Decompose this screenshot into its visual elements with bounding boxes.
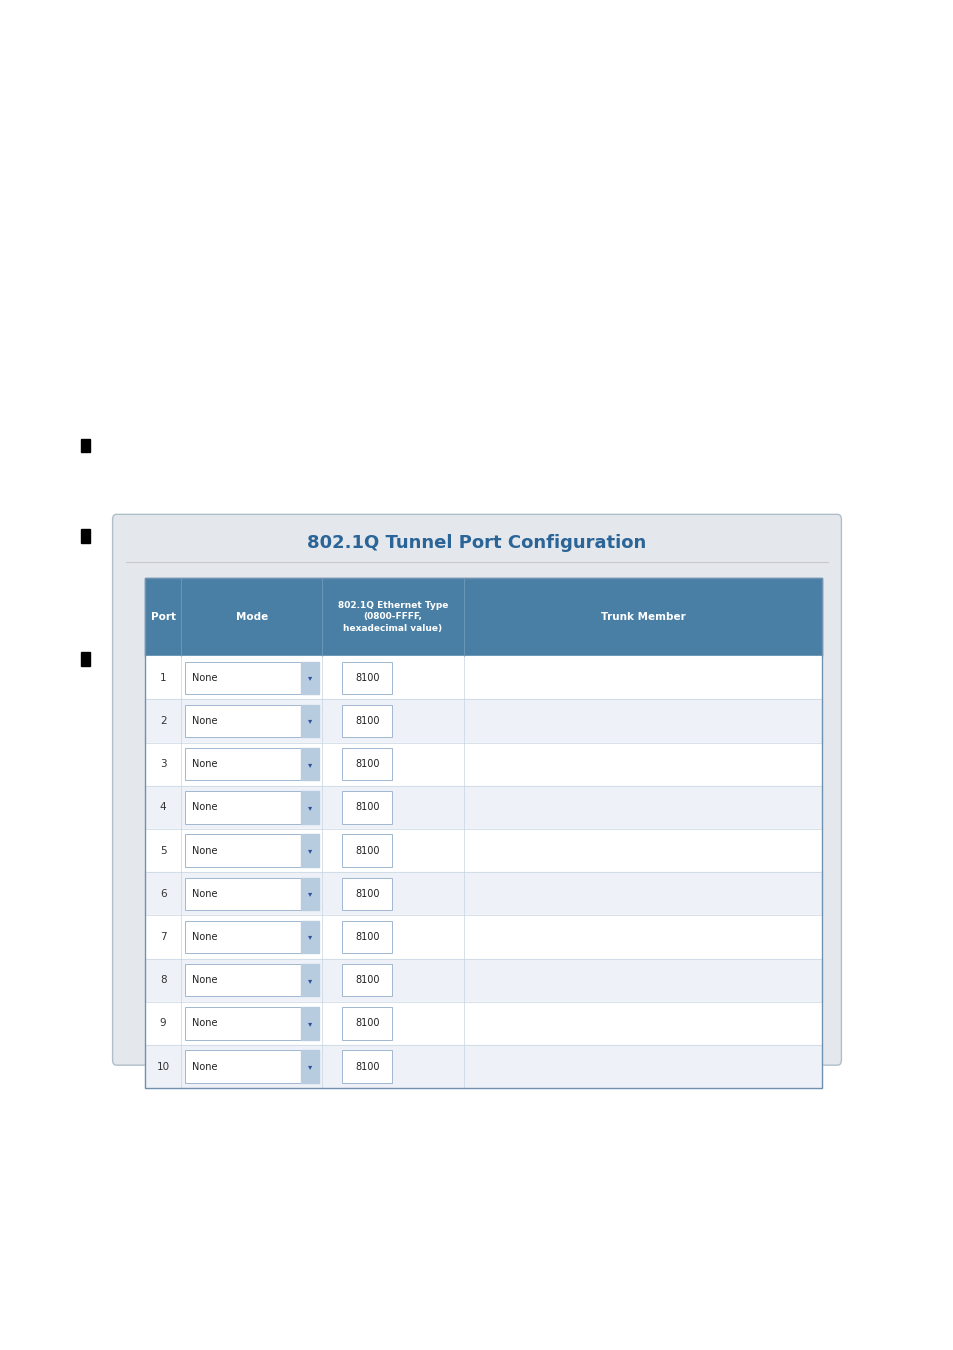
- Text: Port: Port: [151, 612, 175, 622]
- Bar: [145, 699, 821, 743]
- FancyBboxPatch shape: [185, 1050, 318, 1083]
- Text: 8100: 8100: [355, 1061, 379, 1072]
- Text: None: None: [192, 672, 217, 683]
- Text: 802.1Q Tunnel Port Configuration: 802.1Q Tunnel Port Configuration: [307, 533, 646, 552]
- FancyBboxPatch shape: [185, 748, 318, 780]
- Text: 1: 1: [160, 672, 166, 683]
- Bar: [81, 439, 90, 452]
- Text: ▾: ▾: [308, 803, 312, 811]
- FancyBboxPatch shape: [342, 878, 392, 910]
- Bar: [145, 915, 821, 958]
- FancyBboxPatch shape: [342, 1050, 392, 1083]
- Text: None: None: [192, 1018, 217, 1029]
- Text: Trunk Member: Trunk Member: [600, 612, 684, 622]
- Text: 8100: 8100: [355, 931, 379, 942]
- Text: 8100: 8100: [355, 975, 379, 985]
- Bar: [301, 705, 318, 737]
- FancyBboxPatch shape: [112, 514, 841, 1065]
- Text: 3: 3: [160, 759, 166, 769]
- Text: None: None: [192, 975, 217, 985]
- Bar: [145, 743, 821, 786]
- Text: None: None: [192, 716, 217, 726]
- FancyBboxPatch shape: [185, 964, 318, 996]
- Text: None: None: [192, 759, 217, 769]
- Text: ▾: ▾: [308, 976, 312, 984]
- FancyBboxPatch shape: [342, 748, 392, 780]
- Text: 8100: 8100: [355, 672, 379, 683]
- Text: 9: 9: [160, 1018, 166, 1029]
- Text: ▾: ▾: [308, 1019, 312, 1027]
- Bar: [301, 1050, 318, 1083]
- Bar: [145, 1002, 821, 1045]
- FancyBboxPatch shape: [342, 921, 392, 953]
- Text: ▾: ▾: [308, 674, 312, 682]
- Bar: [145, 786, 821, 829]
- Bar: [301, 964, 318, 996]
- Text: 802.1Q Ethernet Type
(0800-FFFF,
hexadecimal value): 802.1Q Ethernet Type (0800-FFFF, hexadec…: [337, 601, 448, 633]
- FancyBboxPatch shape: [185, 1007, 318, 1040]
- Bar: [301, 662, 318, 694]
- Text: 8100: 8100: [355, 716, 379, 726]
- Text: None: None: [192, 1061, 217, 1072]
- Bar: [301, 748, 318, 780]
- Bar: [145, 578, 821, 656]
- FancyBboxPatch shape: [185, 662, 318, 694]
- Text: ▾: ▾: [308, 846, 312, 855]
- Text: 10: 10: [156, 1061, 170, 1072]
- Text: Mode: Mode: [235, 612, 268, 622]
- Bar: [145, 958, 821, 1002]
- Bar: [301, 878, 318, 910]
- FancyBboxPatch shape: [342, 705, 392, 737]
- Bar: [81, 529, 90, 543]
- Text: 8100: 8100: [355, 845, 379, 856]
- Text: ▾: ▾: [308, 717, 312, 725]
- Bar: [145, 1045, 821, 1088]
- FancyBboxPatch shape: [185, 921, 318, 953]
- Text: 7: 7: [160, 931, 166, 942]
- Text: ▾: ▾: [308, 933, 312, 941]
- FancyBboxPatch shape: [185, 791, 318, 823]
- Bar: [301, 921, 318, 953]
- Bar: [145, 872, 821, 915]
- Text: ▾: ▾: [308, 1062, 312, 1071]
- Bar: [145, 578, 821, 1088]
- Text: 5: 5: [160, 845, 166, 856]
- Text: 8100: 8100: [355, 1018, 379, 1029]
- Text: 8: 8: [160, 975, 166, 985]
- Text: None: None: [192, 802, 217, 813]
- Bar: [145, 656, 821, 699]
- Text: 6: 6: [160, 888, 166, 899]
- Text: 8100: 8100: [355, 888, 379, 899]
- FancyBboxPatch shape: [185, 878, 318, 910]
- FancyBboxPatch shape: [185, 705, 318, 737]
- Bar: [145, 829, 821, 872]
- FancyBboxPatch shape: [342, 964, 392, 996]
- FancyBboxPatch shape: [342, 834, 392, 867]
- Text: 8100: 8100: [355, 759, 379, 769]
- Text: None: None: [192, 888, 217, 899]
- FancyBboxPatch shape: [342, 662, 392, 694]
- FancyBboxPatch shape: [185, 834, 318, 867]
- Bar: [301, 791, 318, 823]
- Bar: [301, 834, 318, 867]
- Text: None: None: [192, 845, 217, 856]
- FancyBboxPatch shape: [342, 1007, 392, 1040]
- Text: 8100: 8100: [355, 802, 379, 813]
- Text: 4: 4: [160, 802, 166, 813]
- Bar: [81, 652, 90, 666]
- Text: ▾: ▾: [308, 760, 312, 768]
- Text: ▾: ▾: [308, 890, 312, 898]
- FancyBboxPatch shape: [342, 791, 392, 823]
- Bar: [301, 1007, 318, 1040]
- Text: 2: 2: [160, 716, 166, 726]
- Text: None: None: [192, 931, 217, 942]
